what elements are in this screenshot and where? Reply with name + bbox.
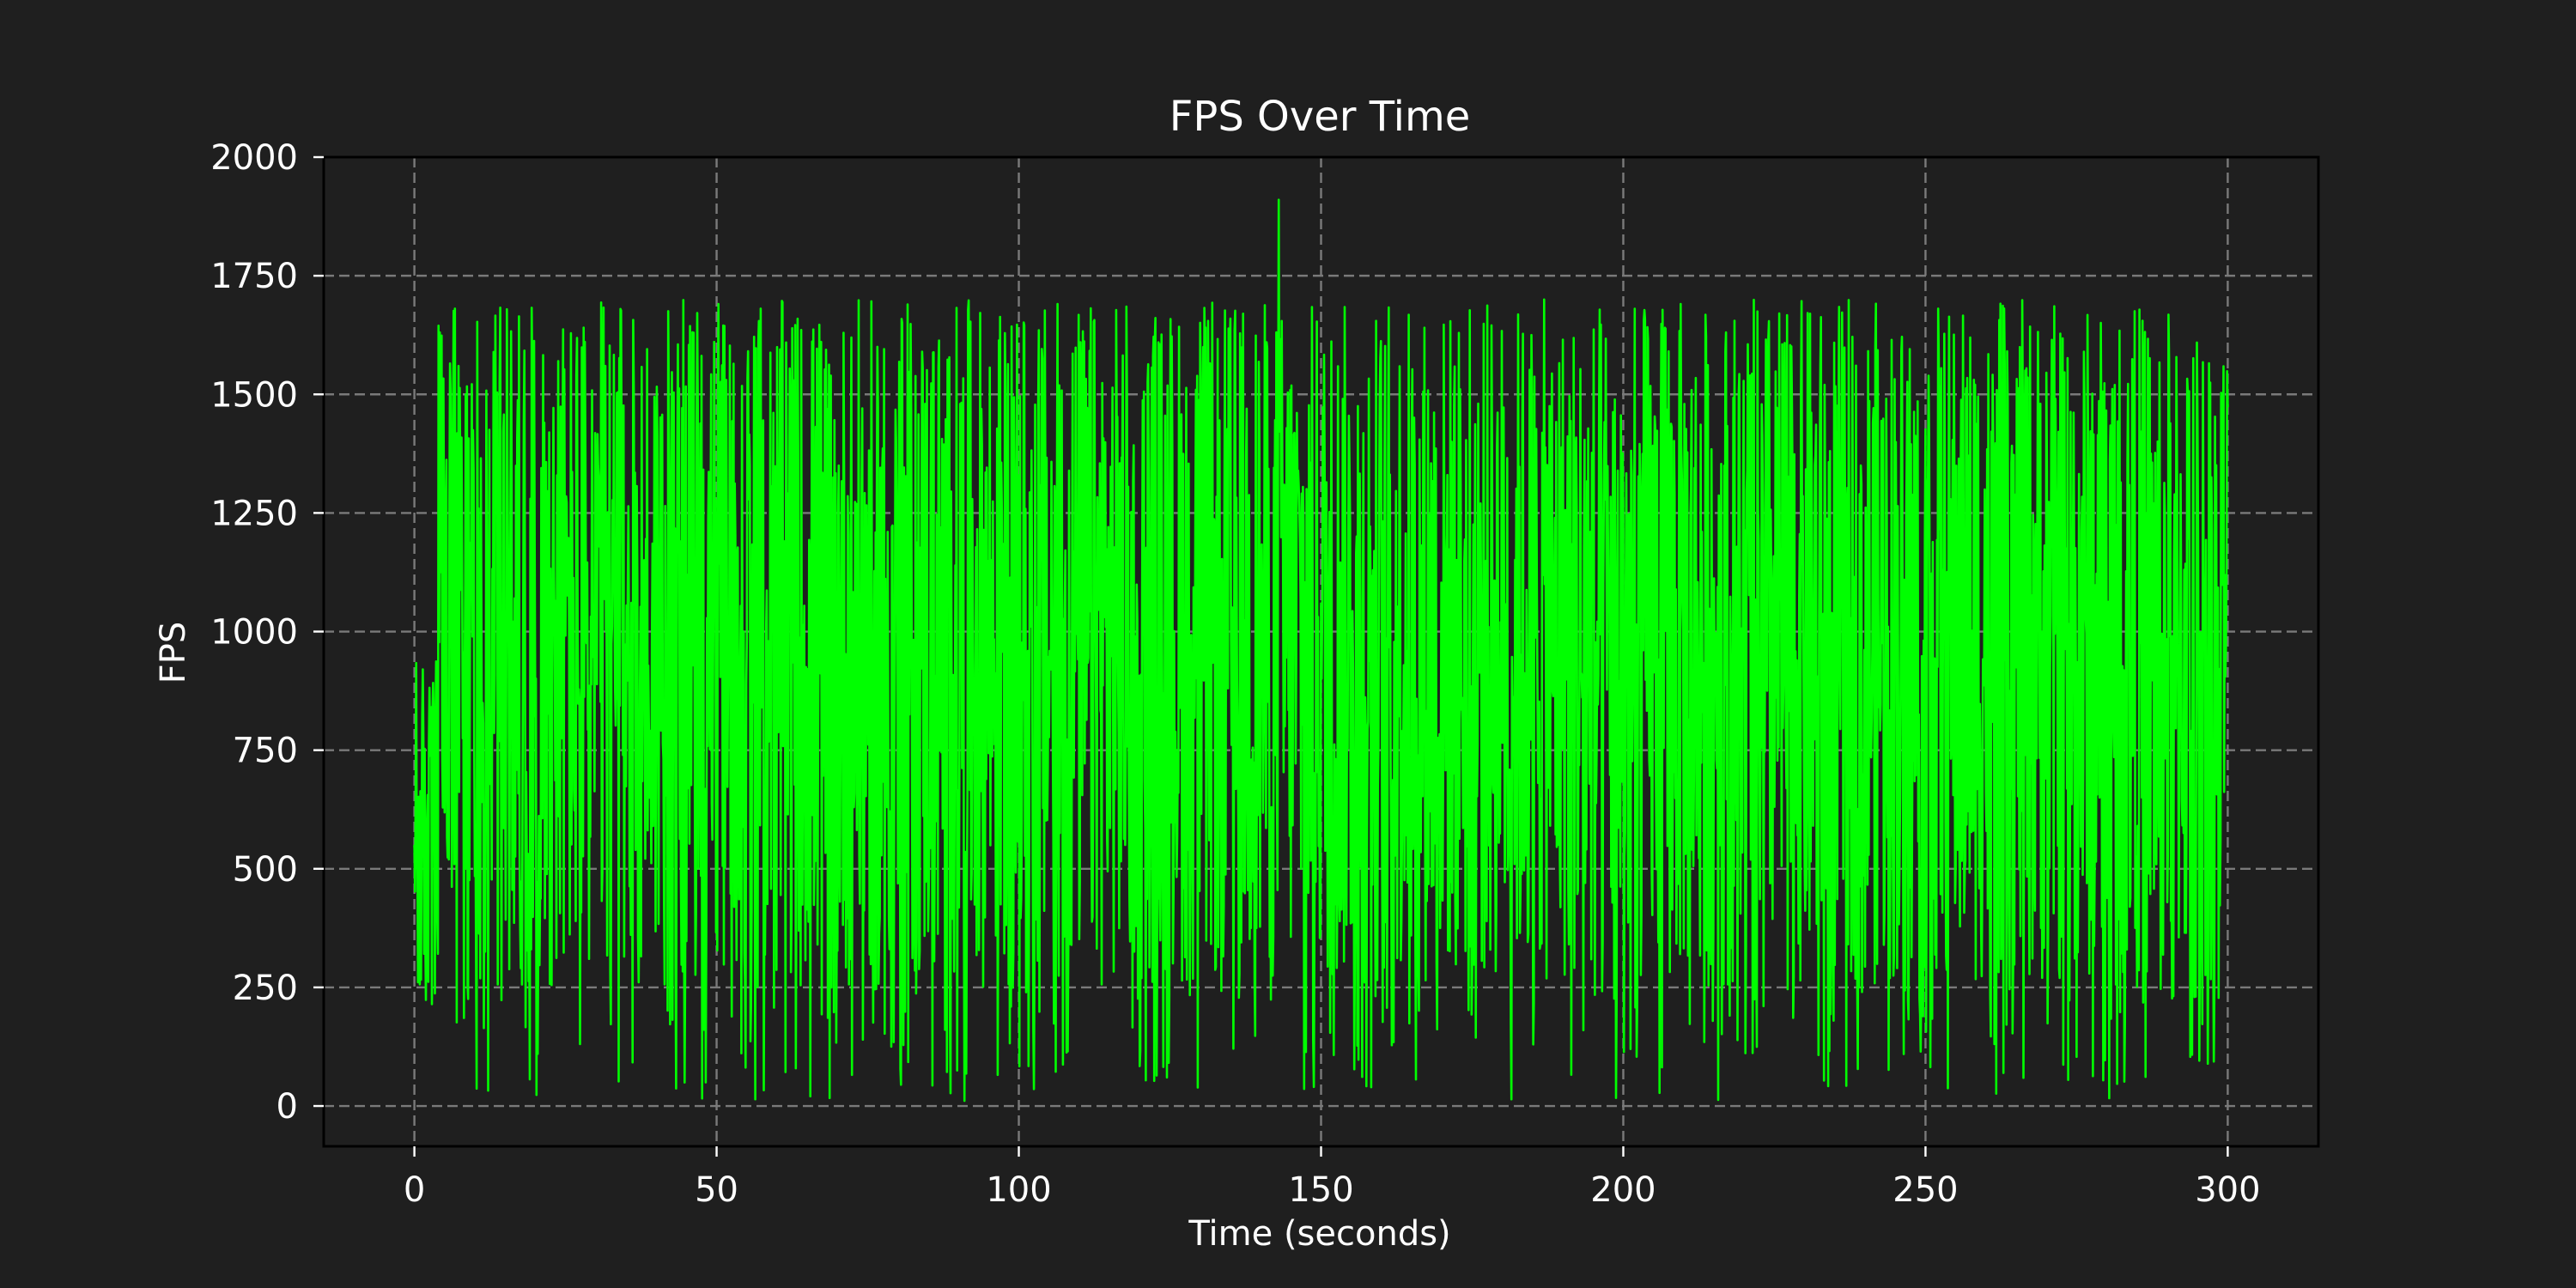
series-line-group: [413, 198, 2229, 1103]
chart-title: FPS Over Time: [1170, 93, 1470, 141]
y-tick-label: 750: [233, 732, 298, 771]
x-tick-label: 250: [1893, 1170, 1958, 1210]
y-tick-label: 1750: [210, 257, 298, 296]
x-tick-label: 0: [404, 1170, 425, 1210]
y-axis-label: FPS: [154, 622, 193, 684]
y-tick-label: 1250: [210, 494, 298, 533]
y-tick-label: 2000: [210, 138, 298, 178]
y-tick-label: 250: [233, 969, 298, 1008]
x-axis-label: Time (seconds): [1188, 1214, 1450, 1254]
y-tick-label: 1500: [210, 375, 298, 415]
x-tick-label: 150: [1288, 1170, 1353, 1210]
x-tick-label: 300: [2195, 1170, 2260, 1210]
x-tick-label: 50: [695, 1170, 738, 1210]
y-tick-label: 0: [276, 1087, 298, 1127]
y-tick-label: 500: [233, 850, 298, 890]
fps-series-line: [413, 198, 2229, 1103]
x-tick-label: 200: [1590, 1170, 1656, 1210]
axis-ticks: 0 250 500 750 1000 1250 1500 1750 2000 0 50 100 150 2…: [210, 138, 2260, 1210]
x-tick-label: 100: [986, 1170, 1051, 1210]
y-tick-label: 1000: [210, 613, 298, 653]
